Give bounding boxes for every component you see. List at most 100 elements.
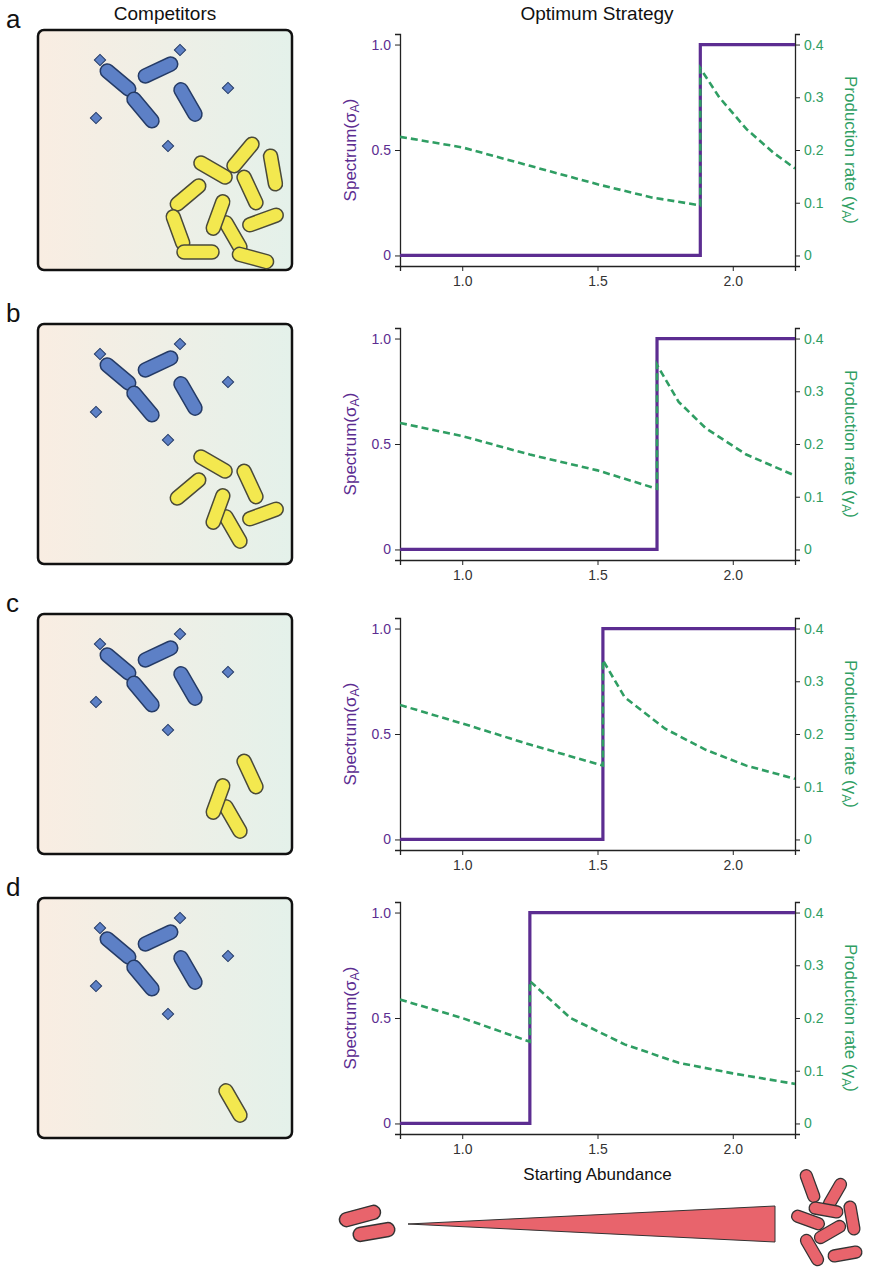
producer-cell	[136, 923, 180, 953]
tick: 0	[383, 1115, 400, 1131]
tick: 0.2	[795, 1010, 824, 1026]
tick-mark	[795, 787, 800, 788]
y2-axis-title: Production rate (γA)	[839, 76, 861, 224]
plot-area	[400, 45, 795, 256]
toxin	[90, 696, 101, 707]
tick-mark	[795, 497, 800, 498]
tick: 0.2	[795, 726, 824, 742]
tick-mark	[395, 150, 400, 151]
tick: 1.5	[588, 850, 608, 873]
panel-label: d	[6, 872, 20, 902]
box-frame	[38, 30, 292, 270]
tick: 1.0	[372, 331, 400, 347]
tick-mark	[795, 1018, 800, 1019]
tick-label: 2.0	[724, 857, 744, 873]
axis: 00.51.0	[372, 619, 401, 851]
panel: b1.01.52.000.51.000.10.20.30.4Spectrum(σ…	[6, 298, 861, 583]
tick-mark	[462, 1134, 463, 1139]
tick-mark	[795, 734, 800, 735]
tick: 0.5	[372, 1010, 400, 1026]
tick-mark	[395, 629, 400, 630]
axis-line	[401, 851, 796, 856]
toxin	[222, 376, 233, 387]
tick: 1.0	[453, 266, 473, 289]
y-axis-title: Spectrum(σA)	[340, 99, 362, 202]
toxin	[94, 348, 105, 359]
tick-label: 0.2	[804, 436, 824, 452]
toxin	[90, 980, 101, 991]
tick: 2.0	[724, 1134, 744, 1157]
tick-mark	[733, 266, 734, 271]
tick: 1.0	[372, 905, 400, 921]
production-rate-line	[400, 365, 795, 489]
tick: 1.5	[588, 560, 608, 583]
tick: 1.0	[453, 850, 473, 873]
tick-label: 0	[804, 1115, 812, 1131]
tick-label: 0	[804, 541, 812, 557]
competitor-cell	[204, 193, 232, 237]
tick-label: 0.3	[804, 89, 824, 105]
tick-label: 0.4	[804, 331, 824, 347]
axis: 1.01.52.0	[401, 266, 796, 289]
competitor-cell	[204, 777, 232, 821]
toxin	[174, 44, 185, 55]
toxin	[162, 140, 173, 151]
axis-line	[796, 619, 801, 851]
column-header: Competitors	[114, 3, 216, 24]
tick-mark	[733, 1134, 734, 1139]
tick-mark	[395, 734, 400, 735]
toxin	[162, 434, 173, 445]
spectrum-line	[400, 913, 795, 1124]
toxin	[222, 666, 233, 677]
y2-axis-title: Production rate (γA)	[839, 370, 861, 518]
tick-mark	[598, 1134, 599, 1139]
tick-label: 2.0	[724, 567, 744, 583]
plot-area	[400, 913, 795, 1124]
large-population-cell	[827, 1245, 863, 1263]
toxin	[174, 338, 185, 349]
tick-label: 0	[383, 1115, 391, 1131]
y-axis-title: Spectrum(σA)	[340, 683, 362, 786]
tick: 0.4	[795, 331, 824, 347]
tick-mark	[395, 255, 400, 256]
tick-label: 0	[383, 541, 391, 557]
tick: 0	[795, 247, 812, 263]
tick-label: 1.0	[453, 567, 473, 583]
panel: c1.01.52.000.51.000.10.20.30.4Spectrum(σ…	[6, 588, 861, 873]
small-population-cell	[352, 1221, 396, 1242]
competitor-cell	[262, 148, 283, 192]
toxin	[94, 922, 105, 933]
tick-mark	[462, 266, 463, 271]
tick-label: 0.3	[804, 673, 824, 689]
tick-mark	[395, 549, 400, 550]
tick-label: 0.1	[804, 1063, 824, 1079]
tick-mark	[598, 850, 599, 855]
tick: 0.3	[795, 383, 824, 399]
toxin	[162, 1008, 173, 1019]
tick-mark	[795, 203, 800, 204]
tick: 0.4	[795, 905, 824, 921]
competitors-box	[38, 324, 292, 564]
axis-line	[401, 267, 796, 272]
tick-mark	[795, 339, 800, 340]
producer-cell	[136, 349, 180, 379]
large-population-cell	[812, 1218, 847, 1245]
tick-label: 1.0	[453, 1141, 473, 1157]
tick-mark	[795, 391, 800, 392]
tick-label: 0.4	[804, 621, 824, 637]
tick-label: 0.5	[372, 726, 392, 742]
toxin	[222, 950, 233, 961]
producer-cell	[171, 664, 204, 707]
y2-axis-title: Production rate (γA)	[839, 660, 861, 808]
competitor-cell	[177, 245, 219, 259]
tick-label: 1.5	[588, 567, 608, 583]
producer-cell	[124, 673, 162, 714]
tick-mark	[395, 45, 400, 46]
competitor-cell	[216, 1081, 249, 1124]
tick-label: 1.5	[588, 857, 608, 873]
tick-mark	[395, 339, 400, 340]
box-frame	[38, 898, 292, 1138]
tick-mark	[395, 913, 400, 914]
tick-mark	[795, 444, 800, 445]
tick-label: 1.5	[588, 273, 608, 289]
